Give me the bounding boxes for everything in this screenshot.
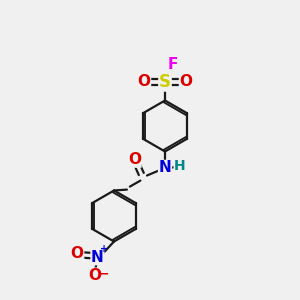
Text: O: O [70, 246, 84, 261]
Text: S: S [159, 73, 171, 91]
Text: H: H [174, 160, 186, 173]
Text: F: F [167, 57, 178, 72]
Text: +: + [100, 244, 108, 254]
Text: N: N [91, 250, 104, 265]
Text: N: N [159, 160, 171, 175]
Text: O: O [88, 268, 102, 283]
Text: O: O [179, 74, 193, 89]
Text: O: O [137, 74, 151, 89]
Text: O: O [128, 152, 141, 167]
Text: −: − [99, 268, 109, 281]
